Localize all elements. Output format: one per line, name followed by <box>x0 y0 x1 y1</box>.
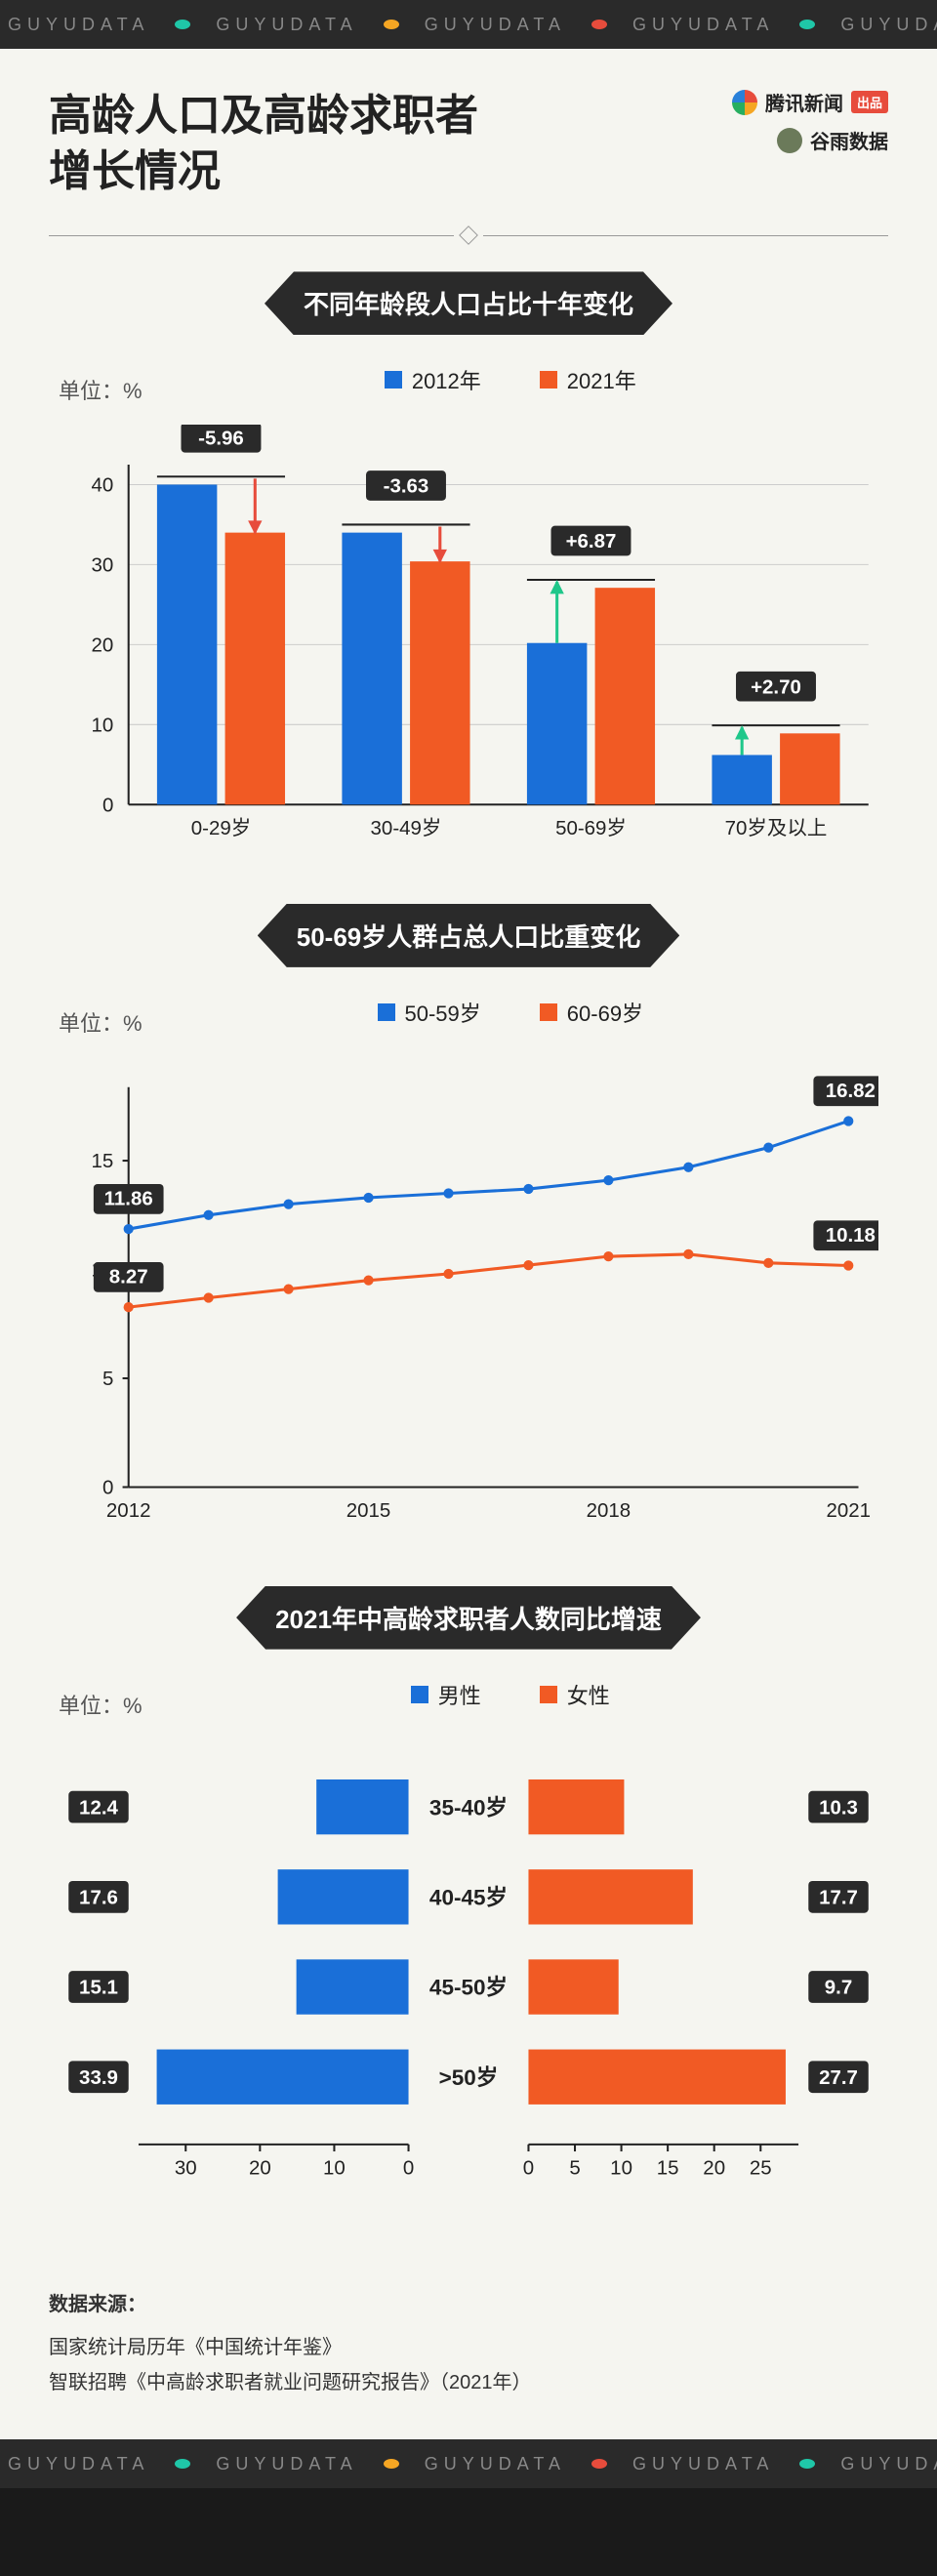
chart1-title: 不同年龄段人口占比十年变化 <box>265 271 672 335</box>
svg-text:33.9: 33.9 <box>79 2065 118 2088</box>
chart2-wrap: 单位：% 50-59岁 60-69岁 051015201220152018202… <box>0 967 937 1586</box>
svg-text:+2.70: +2.70 <box>751 676 801 699</box>
infographic-page: GUYUDATAGUYUDATAGUYUDATAGUYUDATAGUYUDATA… <box>0 0 937 2488</box>
chart2-unit: 单位：% <box>59 1006 143 1038</box>
svg-text:10.3: 10.3 <box>819 1796 858 1819</box>
chart3-legend: 男性 女性 <box>143 1679 878 1710</box>
svg-text:9.7: 9.7 <box>825 1976 852 1998</box>
chart1-svg: 0 10 20 30 40 0-29岁 -5.96 30-49岁 -3.63 50-69岁 +6.8… <box>59 425 878 854</box>
svg-text:10.18: 10.18 <box>826 1224 876 1247</box>
chart1-unit: 单位：% <box>59 374 143 405</box>
header-divider <box>0 219 937 271</box>
svg-text:30-49岁: 30-49岁 <box>371 817 442 839</box>
svg-text:0-29岁: 0-29岁 <box>191 817 251 839</box>
sources-title: 数据来源： <box>49 2287 888 2322</box>
legend-5059: 50-59岁 <box>378 997 481 1028</box>
brand-block: 腾讯新闻 出品 谷雨数据 <box>732 88 888 164</box>
legend-6069: 60-69岁 <box>540 997 643 1028</box>
chart2-legend: 50-59岁 60-69岁 <box>143 997 878 1028</box>
svg-text:20: 20 <box>703 2156 725 2179</box>
page-title: 高龄人口及高龄求职者 增长情况 <box>49 88 478 199</box>
chart1-legend: 2012年 2021年 <box>143 364 878 395</box>
svg-text:45-50岁: 45-50岁 <box>429 1974 508 1999</box>
svg-text:27.7: 27.7 <box>819 2065 858 2088</box>
svg-text:50-69岁: 50-69岁 <box>555 817 627 839</box>
svg-text:5: 5 <box>569 2156 580 2179</box>
svg-text:15: 15 <box>657 2156 679 2179</box>
legend-2021: 2021年 <box>540 364 636 395</box>
svg-text:-5.96: -5.96 <box>198 428 244 450</box>
svg-text:0: 0 <box>523 2156 534 2179</box>
chart3-wrap: 单位：% 男性 女性 35-40岁 12.4 10.3 40-45岁 17.6 17.7 4… <box>0 1650 937 2258</box>
legend-male: 男性 <box>411 1679 481 1710</box>
bottom-watermark-bar: GUYUDATAGUYUDATAGUYUDATAGUYUDATAGUYUDATA… <box>0 2439 937 2488</box>
svg-text:2015: 2015 <box>346 1499 391 1522</box>
svg-text:17.6: 17.6 <box>79 1886 118 1908</box>
svg-text:2018: 2018 <box>587 1499 631 1522</box>
svg-text:8.27: 8.27 <box>109 1265 148 1288</box>
tencent-logo-icon <box>732 90 757 115</box>
svg-text:0: 0 <box>403 2156 414 2179</box>
header: 高龄人口及高龄求职者 增长情况 腾讯新闻 出品 谷雨数据 <box>0 49 937 219</box>
svg-text:15: 15 <box>92 1150 114 1172</box>
source-line-1: 国家统计局历年《中国统计年鉴》 <box>49 2330 888 2365</box>
svg-text:12.4: 12.4 <box>79 1796 118 1819</box>
title-line-1: 高龄人口及高龄求职者 <box>49 88 478 143</box>
svg-text:>50岁: >50岁 <box>439 2064 499 2089</box>
svg-text:30: 30 <box>175 2156 197 2179</box>
brand1-badge: 出品 <box>851 91 888 113</box>
svg-text:20: 20 <box>249 2156 271 2179</box>
chart2-title: 50-69岁人群占总人口比重变化 <box>258 904 680 967</box>
brand1-text: 腾讯新闻 <box>765 88 843 116</box>
svg-text:30: 30 <box>92 554 114 577</box>
sources-block: 数据来源： 国家统计局历年《中国统计年鉴》 智联招聘《中高龄求职者就业问题研究报… <box>0 2258 937 2439</box>
svg-text:16.82: 16.82 <box>826 1080 876 1102</box>
brand-guyu: 谷雨数据 <box>732 126 888 154</box>
svg-text:20: 20 <box>92 634 114 657</box>
guyu-logo-icon <box>777 128 802 153</box>
chart1-wrap: 单位：% 2012年 2021年 0 10 20 30 40 0-29岁 -5.96 30-4… <box>0 335 937 903</box>
svg-text:25: 25 <box>750 2156 772 2179</box>
chart3-svg: 35-40岁 12.4 10.3 40-45岁 17.6 17.7 45-50岁 15.1 9.… <box>59 1739 878 2209</box>
chart3-title: 2021年中高龄求职者人数同比增速 <box>236 1586 701 1650</box>
chart3-unit: 单位：% <box>59 1689 143 1720</box>
svg-text:40: 40 <box>92 474 114 497</box>
svg-text:5: 5 <box>102 1368 113 1390</box>
svg-text:15.1: 15.1 <box>79 1976 118 1998</box>
svg-text:10: 10 <box>92 715 114 737</box>
svg-text:70岁及以上: 70岁及以上 <box>725 817 828 839</box>
top-watermark-bar: GUYUDATAGUYUDATAGUYUDATAGUYUDATAGUYUDATA… <box>0 0 937 49</box>
legend-female: 女性 <box>540 1679 610 1710</box>
svg-text:-3.63: -3.63 <box>384 475 429 498</box>
svg-text:40-45岁: 40-45岁 <box>429 1884 508 1909</box>
chart2-svg: 051015201220152018202111.8616.828.2710.1… <box>59 1057 878 1537</box>
source-line-2: 智联招聘《中高龄求职者就业问题研究报告》（2021年） <box>49 2365 888 2400</box>
svg-text:17.7: 17.7 <box>819 1886 858 1908</box>
svg-text:2012: 2012 <box>106 1499 151 1522</box>
svg-text:10: 10 <box>610 2156 632 2179</box>
svg-text:0: 0 <box>102 1477 113 1499</box>
svg-text:35-40岁: 35-40岁 <box>429 1794 508 1820</box>
title-line-2: 增长情况 <box>49 143 478 199</box>
legend-2012: 2012年 <box>385 364 481 395</box>
brand2-text: 谷雨数据 <box>810 126 888 154</box>
svg-text:+6.87: +6.87 <box>566 531 617 553</box>
svg-text:2021: 2021 <box>826 1499 871 1522</box>
brand-tencent: 腾讯新闻 出品 <box>732 88 888 116</box>
svg-text:10: 10 <box>323 2156 346 2179</box>
svg-text:11.86: 11.86 <box>104 1187 153 1209</box>
svg-text:0: 0 <box>102 795 113 817</box>
